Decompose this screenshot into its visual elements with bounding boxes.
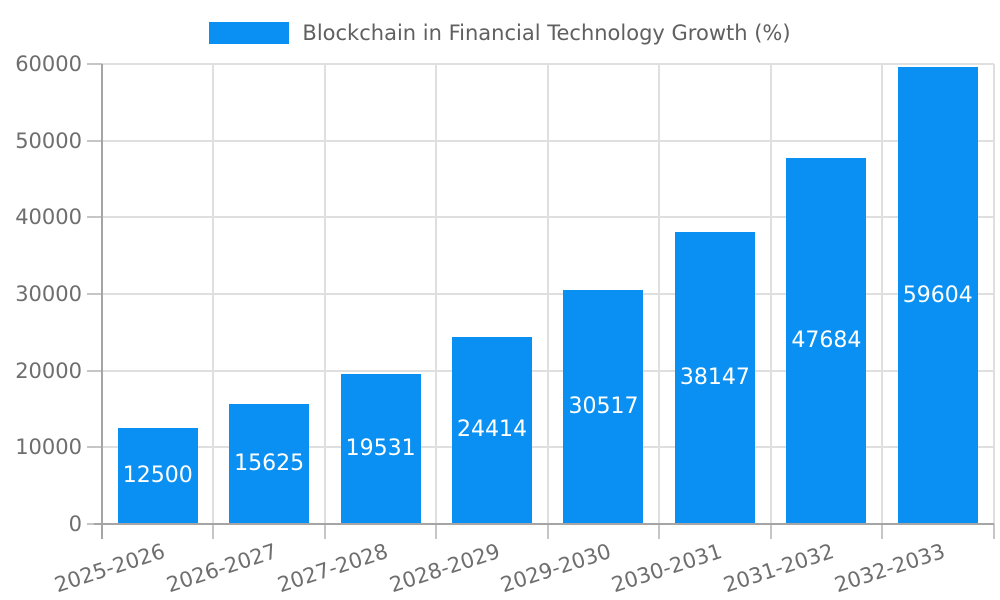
bar[interactable]: 47684 xyxy=(786,158,867,524)
x-axis-tick xyxy=(323,524,326,539)
vertical-gridline xyxy=(435,64,438,524)
vertical-gridline xyxy=(881,64,884,524)
x-axis-line xyxy=(94,523,994,525)
vertical-gridline xyxy=(546,64,549,524)
x-axis-tick xyxy=(658,524,661,539)
x-tick-label: 2027-2028 xyxy=(274,539,392,598)
vertical-gridline xyxy=(212,64,215,524)
legend[interactable]: Blockchain in Financial Technology Growt… xyxy=(0,21,1000,45)
y-axis-tick xyxy=(87,446,102,449)
x-tick-label: 2026-2027 xyxy=(163,539,280,598)
bar-value-label: 59604 xyxy=(902,282,973,308)
x-axis-tick xyxy=(992,524,995,539)
x-tick-label: 2025-2026 xyxy=(51,539,169,598)
x-axis-tick xyxy=(769,524,772,539)
y-axis-tick xyxy=(87,369,102,372)
bar-value-label: 19531 xyxy=(345,436,416,462)
x-axis-tick xyxy=(881,524,884,539)
bar[interactable]: 12500 xyxy=(117,428,198,524)
y-tick-label: 40000 xyxy=(15,205,82,230)
y-tick-label: 60000 xyxy=(15,52,82,76)
bar[interactable]: 19531 xyxy=(340,374,421,524)
y-axis-line xyxy=(101,64,103,539)
x-axis-tick xyxy=(212,524,215,539)
bar[interactable]: 15625 xyxy=(229,404,310,524)
y-axis-tick xyxy=(87,63,102,65)
x-tick-label: 2030-2031 xyxy=(609,539,726,598)
y-tick-label: 50000 xyxy=(15,128,82,153)
x-tick-label: 2032-2033 xyxy=(831,539,949,598)
y-tick-label: 10000 xyxy=(15,435,82,460)
vertical-gridline xyxy=(769,64,772,524)
y-tick-label: 0 xyxy=(68,512,82,536)
vertical-gridline xyxy=(658,64,661,524)
bar[interactable]: 59604 xyxy=(897,67,978,524)
bar-value-label: 12500 xyxy=(122,463,193,489)
bar-value-label: 38147 xyxy=(679,364,750,390)
y-tick-label: 20000 xyxy=(15,358,82,383)
bar-value-label: 30517 xyxy=(568,394,639,419)
y-tick-label: 30000 xyxy=(15,282,82,306)
x-tick-label: 2031-2032 xyxy=(720,539,837,598)
y-axis-tick xyxy=(87,139,102,142)
bar-value-label: 15625 xyxy=(234,451,305,477)
y-axis-tick xyxy=(87,293,102,295)
bar[interactable]: 30517 xyxy=(563,290,644,524)
vertical-gridline xyxy=(323,64,326,524)
vertical-gridline xyxy=(992,64,995,524)
bar-value-label: 24414 xyxy=(457,417,528,443)
legend-swatch xyxy=(209,22,290,44)
x-axis-tick xyxy=(546,524,549,539)
y-axis-tick xyxy=(87,216,102,219)
x-tick-label: 2028-2029 xyxy=(386,539,503,598)
x-tick-label: 2029-2030 xyxy=(497,539,614,598)
bar[interactable]: 38147 xyxy=(674,231,755,524)
legend-label: Blockchain in Financial Technology Growt… xyxy=(302,21,791,45)
x-axis-tick xyxy=(435,524,438,539)
bar[interactable]: 24414 xyxy=(452,336,533,524)
bar-value-label: 47684 xyxy=(791,328,862,354)
